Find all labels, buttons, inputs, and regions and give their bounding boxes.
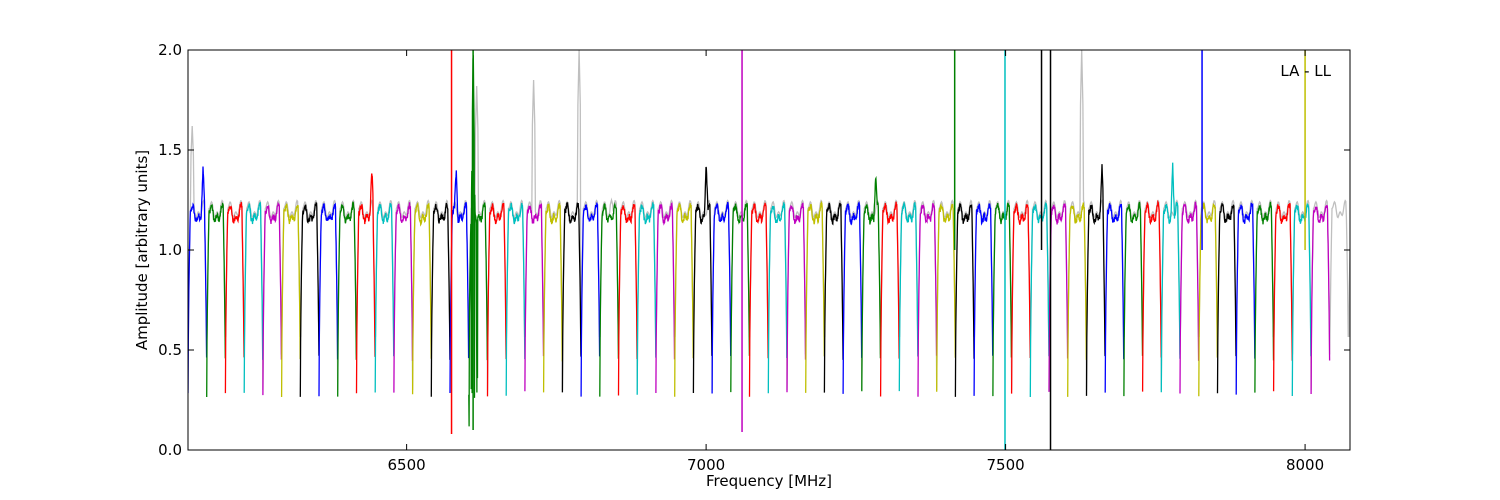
band-trace-blue	[188, 166, 208, 394]
band-trace-blue	[580, 202, 601, 397]
band-trace-cyan	[636, 202, 657, 395]
y-tick-label: 0.5	[158, 341, 182, 359]
band-trace-olive	[805, 200, 825, 393]
band-trace-black	[823, 202, 844, 393]
band-trace-blue	[1104, 203, 1125, 393]
x-tick-label: 6500	[388, 456, 426, 474]
band-trace-blue	[973, 203, 994, 396]
band-trace-red	[1010, 202, 1031, 394]
band-trace-magenta	[655, 202, 676, 394]
band-trace-red	[1272, 202, 1293, 392]
band-trace-blue	[449, 170, 470, 394]
band-trace-red	[879, 201, 900, 397]
band-trace-cyan	[505, 202, 526, 396]
band-trace-blue	[842, 200, 863, 394]
band-trace-black	[299, 201, 320, 397]
band-trace-green	[992, 202, 1013, 397]
band-trace-cyan	[374, 202, 395, 393]
band-trace-green	[730, 202, 751, 393]
band-trace-red	[486, 202, 507, 397]
series-group	[188, 50, 1350, 450]
band-trace-magenta	[917, 203, 938, 397]
band-trace-cyan	[767, 202, 788, 394]
band-trace-olive	[1067, 202, 1087, 397]
band-trace-red	[617, 204, 638, 396]
band-trace-cyan	[1029, 201, 1050, 398]
band-trace-magenta	[1179, 201, 1200, 394]
band-trace-red	[748, 202, 769, 397]
band-trace-red	[1141, 199, 1162, 392]
band-trace-blue	[711, 201, 732, 394]
y-tick-label: 2.0	[158, 41, 182, 59]
band-trace-green	[861, 175, 882, 392]
band-trace-green	[1123, 201, 1144, 397]
band-trace-cyan	[1160, 162, 1181, 393]
x-tick-label: 8000	[1286, 456, 1324, 474]
band-trace-black	[561, 201, 582, 393]
y-axis-label: Amplitude [arbitrary units]	[133, 150, 151, 350]
band-trace-olive	[674, 203, 694, 397]
band-trace-olive	[280, 203, 301, 398]
band-trace-black	[430, 202, 451, 397]
panel-annotation: LA - LL	[1280, 62, 1331, 80]
band-trace-cyan	[898, 200, 919, 392]
band-trace-red	[224, 202, 245, 394]
ticks-group: 6500 7000 7500 8000 0.0 0.5 1.0 1.5 2.0	[158, 41, 1350, 474]
band-trace-olive	[542, 202, 563, 393]
band-trace-olive	[936, 202, 956, 392]
band-trace-magenta	[1048, 203, 1069, 392]
band-trace-magenta	[393, 202, 414, 393]
band-trace-cyan	[243, 201, 264, 393]
x-tick-label: 7500	[986, 456, 1024, 474]
band-trace-magenta	[1310, 204, 1331, 395]
band-trace-green	[337, 201, 357, 397]
band-trace-magenta	[524, 203, 545, 392]
y-tick-label: 1.0	[158, 241, 182, 259]
band-trace-green	[206, 202, 226, 398]
band-trace-magenta	[786, 202, 807, 393]
band-trace-black	[1216, 203, 1237, 394]
band-trace-green	[599, 202, 620, 397]
band-trace-olive	[411, 201, 432, 395]
band-trace-magenta	[262, 201, 283, 396]
y-tick-label: 1.5	[158, 141, 182, 159]
band-trace-green	[1254, 201, 1275, 393]
band-trace-black	[954, 203, 975, 397]
y-tick-label: 0.0	[158, 441, 182, 459]
band-trace-blue	[1235, 202, 1256, 395]
band-trace-black	[692, 166, 713, 394]
band-trace-black	[1085, 164, 1106, 396]
x-axis-label: Frequency [MHz]	[706, 472, 832, 490]
x-tick-label: 7000	[687, 456, 725, 474]
band-trace-green	[468, 55, 488, 427]
band-trace-red	[355, 173, 376, 394]
band-trace-cyan	[1291, 202, 1312, 397]
band-trace-blue	[318, 202, 339, 397]
